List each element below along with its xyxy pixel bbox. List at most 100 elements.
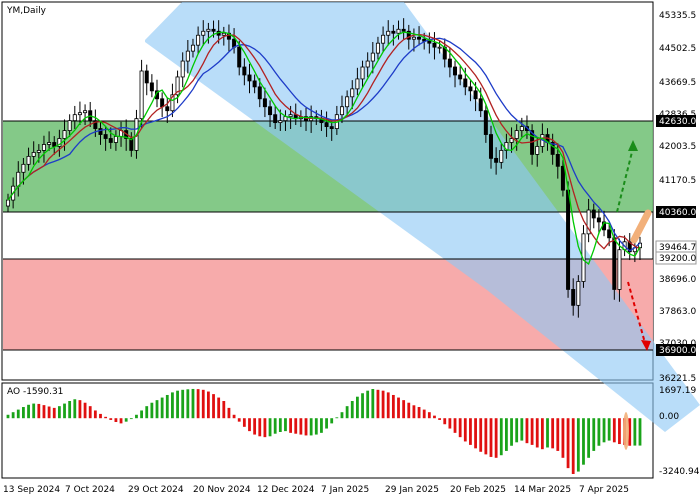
- ao-bar: [22, 407, 25, 419]
- ao-bar: [6, 414, 10, 419]
- ao-bar: [140, 410, 143, 419]
- candle-body: [458, 74, 463, 80]
- ao-bar: [11, 412, 15, 419]
- price-box-middle-bg: [656, 206, 696, 218]
- ao-bar: [597, 418, 601, 446]
- ao-bar: [232, 414, 236, 419]
- ao-bar: [494, 418, 498, 458]
- ao-bar: [607, 418, 611, 441]
- candle-body: [427, 40, 432, 44]
- ao-bar: [350, 401, 354, 419]
- ma-mid-line: [7, 33, 641, 250]
- ao-bar: [592, 418, 596, 451]
- y-axis: 45335.5 44502.5 43669.5 42836.5 42003.5 …: [659, 11, 696, 384]
- candle-body: [237, 46, 242, 68]
- symbol-label: YM,Daily: [6, 6, 47, 16]
- candle-body: [324, 122, 329, 127]
- candle-body: [62, 130, 67, 139]
- ao-bar: [32, 403, 36, 419]
- candle-body: [257, 86, 262, 100]
- ao-y-axis: 1697.19 0.00 -3240.94: [659, 386, 700, 477]
- ao-bar: [438, 418, 442, 420]
- ao-bar: [484, 418, 488, 455]
- candle-body: [488, 134, 493, 159]
- price-box-bottom: 36900.0: [659, 346, 696, 356]
- candle-body: [52, 142, 57, 147]
- candle-body: [77, 112, 82, 116]
- candle-body: [108, 138, 113, 143]
- x-tick: 7 Apr 2025: [579, 485, 629, 495]
- ma-slow-line: [7, 37, 641, 252]
- ao-bar: [381, 390, 385, 419]
- ao-bar: [427, 412, 431, 419]
- candle-body: [566, 189, 571, 290]
- ao-bar: [68, 401, 72, 419]
- y-tick: 42003.5: [659, 142, 696, 152]
- ao-bar: [371, 389, 375, 419]
- ao-bar: [376, 389, 380, 419]
- price-box-upper: 42630.0: [659, 117, 696, 127]
- ao-bar: [505, 418, 508, 451]
- ao-bar: [587, 418, 591, 458]
- ao-bar: [278, 418, 282, 432]
- candle-body: [453, 66, 458, 76]
- price-box-middle: 40360.0: [659, 208, 696, 218]
- ao-bar: [345, 406, 349, 419]
- ao-bar: [633, 418, 637, 446]
- x-axis: 13 Sep 2024 7 Oct 2024 29 Oct 2024 20 No…: [3, 485, 629, 495]
- ma-fast-line: [7, 31, 641, 266]
- ao-bar: [135, 414, 138, 419]
- candle-body: [288, 114, 293, 118]
- ao-bar: [510, 418, 513, 446]
- ao-bar: [73, 399, 77, 419]
- ao-bar: [612, 418, 616, 443]
- candle-body: [247, 74, 252, 82]
- ao-bar: [145, 406, 149, 419]
- candle-body: [180, 60, 185, 78]
- ao-tick: -3240.94: [659, 467, 700, 477]
- ao-bar: [628, 418, 632, 446]
- candle-body: [211, 28, 216, 32]
- candle-body: [98, 128, 103, 135]
- candle-body: [401, 28, 406, 32]
- candle-body: [375, 42, 380, 54]
- ao-bar: [602, 418, 606, 443]
- ao-bar: [273, 418, 277, 434]
- ao-bar: [93, 410, 97, 419]
- ao-bar: [422, 409, 426, 419]
- ao-bar: [78, 400, 82, 419]
- ao-bar: [196, 389, 200, 419]
- ao-bar: [618, 418, 621, 445]
- ao-bar: [525, 418, 529, 444]
- candle-body: [555, 153, 560, 167]
- price-box-upper-bg: [656, 115, 696, 127]
- ao-panel-frame: [1, 382, 654, 479]
- candle-body: [499, 150, 504, 163]
- forecast-highlight: [630, 209, 652, 244]
- candle-body: [350, 88, 355, 98]
- ao-bar: [571, 418, 575, 474]
- y-tick: 44502.5: [659, 44, 696, 54]
- candle-body: [437, 46, 442, 49]
- x-tick: 7 Oct 2024: [65, 485, 115, 495]
- ao-bar: [361, 393, 364, 419]
- candle-body: [329, 126, 334, 129]
- candle-body: [113, 136, 118, 143]
- candle-body: [278, 120, 283, 124]
- candle-body: [432, 42, 437, 48]
- candle-body: [617, 249, 622, 290]
- candle-body: [201, 30, 206, 36]
- candle-body: [535, 146, 540, 155]
- candle-body: [381, 34, 386, 44]
- candle-body: [504, 142, 509, 151]
- candle-body: [21, 163, 26, 173]
- ao-bar: [289, 418, 293, 433]
- candle-body: [252, 80, 257, 88]
- ao-bar: [237, 418, 241, 422]
- candle-body: [560, 165, 565, 191]
- ao-bar: [124, 418, 128, 422]
- ao-bar: [314, 418, 318, 435]
- candle-body: [473, 90, 478, 100]
- ao-bar: [499, 418, 503, 456]
